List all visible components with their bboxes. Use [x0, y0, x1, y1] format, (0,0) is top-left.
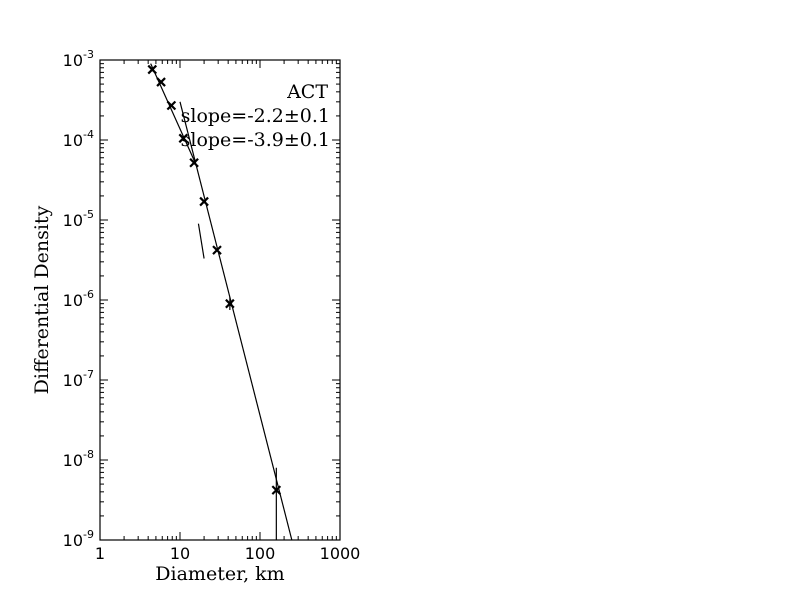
data-point	[147, 64, 158, 75]
y-tick-label: 10-3	[63, 48, 94, 70]
fit-line-2	[179, 101, 293, 540]
y-axis-title: Differential Density	[31, 205, 53, 394]
fit-line-extension	[197, 223, 205, 259]
annotation-slope-1: slope=-2.2±0.1	[181, 105, 330, 127]
ticks-layer: 1 10 100 1000 10-9 10-8 10-7 10-6 10-5 10-4 10-3	[63, 48, 361, 563]
y-tick-label: 10-4	[63, 128, 94, 150]
data-point	[189, 157, 199, 168]
data-point	[178, 133, 189, 144]
annotation-slope-2: slope=-3.9±0.1	[181, 129, 330, 151]
data-point	[271, 485, 282, 495]
x-axis-title: Diameter, km	[155, 563, 284, 585]
annotation-act: ACT	[286, 81, 328, 103]
data-point	[212, 245, 222, 255]
y-tick-label: 10-5	[63, 208, 94, 230]
data-point	[156, 77, 166, 87]
marks-layer	[147, 64, 282, 540]
x-tick-label: 1	[95, 544, 105, 563]
x-tick-label: 10	[170, 544, 190, 563]
y-tick-label: 10-6	[63, 288, 94, 310]
data-point	[199, 196, 209, 207]
data-point	[225, 298, 235, 309]
data-point	[166, 100, 177, 111]
y-tick-label: 10-8	[63, 448, 94, 470]
y-tick-label: 10-9	[63, 528, 94, 550]
x-tick-label: 100	[245, 544, 276, 563]
y-tick-label: 10-7	[63, 368, 94, 390]
x-tick-label: 1000	[320, 544, 361, 563]
